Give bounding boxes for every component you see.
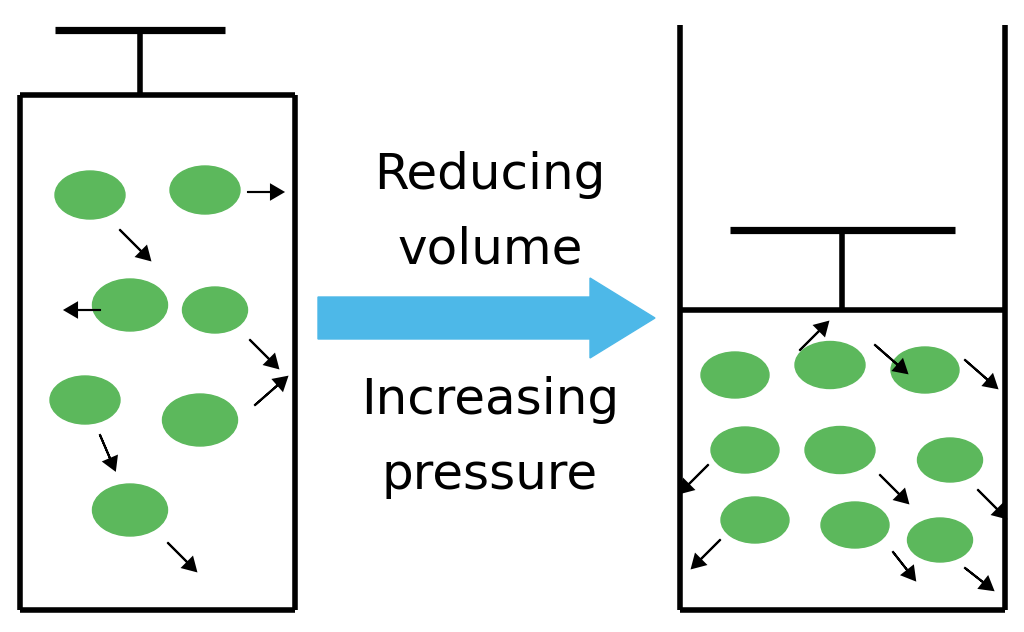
FancyArrow shape <box>168 543 196 571</box>
Ellipse shape <box>55 171 125 219</box>
Text: Increasing: Increasing <box>360 376 620 424</box>
Ellipse shape <box>92 279 168 331</box>
Ellipse shape <box>721 497 790 543</box>
Ellipse shape <box>891 347 959 393</box>
Ellipse shape <box>50 376 120 424</box>
FancyArrow shape <box>692 540 720 568</box>
FancyArrow shape <box>248 185 283 199</box>
FancyArrow shape <box>65 303 100 317</box>
Ellipse shape <box>182 287 248 333</box>
FancyArrow shape <box>120 230 150 260</box>
FancyArrow shape <box>880 475 908 503</box>
FancyArrow shape <box>100 435 117 470</box>
FancyArrow shape <box>255 377 287 405</box>
Text: volume: volume <box>397 226 583 274</box>
Ellipse shape <box>92 484 168 536</box>
Ellipse shape <box>170 166 240 214</box>
Text: Reducing: Reducing <box>375 151 605 199</box>
FancyArrow shape <box>965 568 993 590</box>
Ellipse shape <box>701 352 769 398</box>
Ellipse shape <box>821 502 889 548</box>
FancyArrow shape <box>874 345 907 373</box>
Ellipse shape <box>907 518 973 562</box>
Ellipse shape <box>918 438 982 482</box>
FancyArrow shape <box>893 552 915 580</box>
FancyArrow shape <box>978 490 1006 518</box>
Ellipse shape <box>795 341 865 389</box>
Ellipse shape <box>805 427 874 473</box>
FancyArrow shape <box>965 360 997 388</box>
FancyArrow shape <box>680 465 708 493</box>
Ellipse shape <box>163 394 238 446</box>
FancyArrow shape <box>800 322 828 350</box>
Text: pressure: pressure <box>382 451 598 499</box>
Ellipse shape <box>711 427 779 473</box>
FancyArrow shape <box>318 278 655 358</box>
FancyArrow shape <box>250 340 278 368</box>
